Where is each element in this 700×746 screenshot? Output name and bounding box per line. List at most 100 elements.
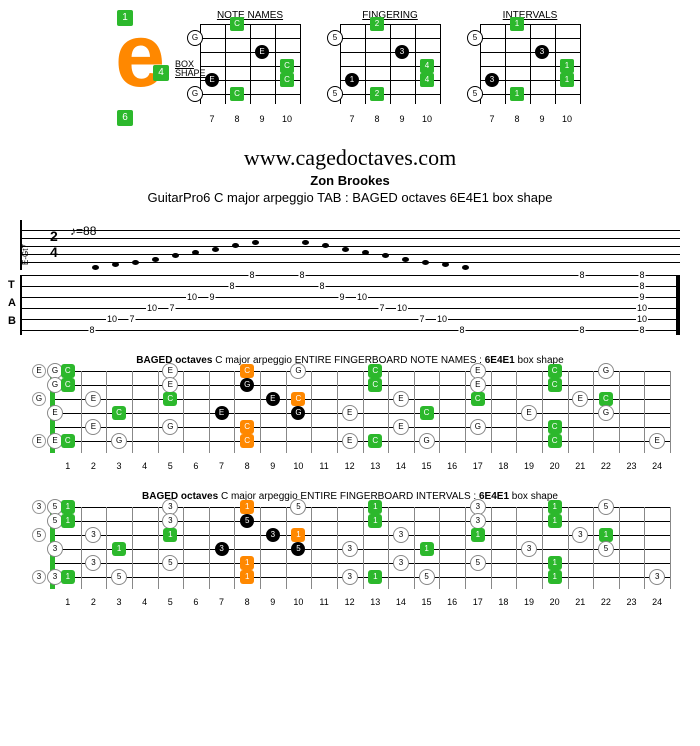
fb-note-dot: C bbox=[61, 378, 75, 392]
author: Zon Brookes bbox=[10, 173, 690, 188]
note bbox=[212, 247, 219, 252]
note-dot: C bbox=[230, 87, 244, 101]
string-label: G bbox=[32, 392, 46, 406]
note bbox=[342, 247, 349, 252]
tab-number: 10 bbox=[146, 303, 158, 313]
fret-number: 18 bbox=[498, 597, 508, 607]
fb-note-dot: 3 bbox=[470, 513, 486, 529]
fb-note-dot: C bbox=[420, 406, 434, 420]
tab-number: 8 bbox=[248, 270, 255, 280]
note-dot: 1 bbox=[560, 59, 574, 73]
fret-number: 9 bbox=[270, 461, 275, 471]
note-dot: 1 bbox=[510, 17, 524, 31]
note-dot: G bbox=[187, 86, 203, 102]
tab-number: 8 bbox=[578, 325, 585, 335]
fret-number: 12 bbox=[345, 461, 355, 471]
mini-title: FINGERING bbox=[325, 10, 455, 21]
note-dot: 1 bbox=[510, 87, 524, 101]
fb-note-dot: 1 bbox=[548, 500, 562, 514]
fret-number: 4 bbox=[142, 597, 147, 607]
fret-number: 13 bbox=[370, 461, 380, 471]
music-notation: E-Gt7 2 4 ♪=88 T A B 8107107109888891071… bbox=[20, 220, 680, 335]
fb-note-dot: C bbox=[163, 392, 177, 406]
fret-number: 11 bbox=[319, 597, 328, 607]
fret-number: 21 bbox=[575, 597, 585, 607]
fb-note-dot: E bbox=[470, 377, 486, 393]
fb-note-dot: 1 bbox=[61, 514, 75, 528]
tab-number: 10 bbox=[636, 314, 648, 324]
tab-number: 10 bbox=[106, 314, 118, 324]
fb-note-dot: 5 bbox=[162, 555, 178, 571]
fret-number: 17 bbox=[473, 461, 483, 471]
note-dot: 2 bbox=[370, 87, 384, 101]
note bbox=[172, 253, 179, 258]
fb-note-dot: 1 bbox=[368, 500, 382, 514]
fb-note-dot: 1 bbox=[471, 528, 485, 542]
fret-number: 14 bbox=[396, 461, 406, 471]
string-label: 3 bbox=[32, 500, 46, 514]
tab-number: 9 bbox=[638, 292, 645, 302]
tab-number: 8 bbox=[458, 325, 465, 335]
fret-number: 19 bbox=[524, 597, 534, 607]
fret-number: 20 bbox=[550, 461, 560, 471]
fb-note-dot: E bbox=[47, 405, 63, 421]
fb-note-dot: 3 bbox=[521, 541, 537, 557]
fb-note-dot: C bbox=[548, 434, 562, 448]
subtitle: GuitarPro6 C major arpeggio TAB : BAGED … bbox=[10, 190, 690, 205]
note bbox=[462, 265, 469, 270]
fb-note-dot: G bbox=[291, 406, 305, 420]
e-letter: e bbox=[115, 20, 165, 92]
fret-number: 16 bbox=[447, 461, 457, 471]
note bbox=[322, 243, 329, 248]
fb-note-dot: 1 bbox=[548, 556, 562, 570]
fb-note-dot: 1 bbox=[599, 528, 613, 542]
fb-note-dot: C bbox=[61, 364, 75, 378]
fb-note-dot: E bbox=[521, 405, 537, 421]
fb-note-dot: E bbox=[85, 419, 101, 435]
fb-note-dot: 3 bbox=[393, 555, 409, 571]
fret-number: 1 bbox=[65, 461, 70, 471]
fb-note-dot: 3 bbox=[266, 528, 280, 542]
fret-number: 6 bbox=[193, 597, 198, 607]
note-dot: G bbox=[187, 30, 203, 46]
mini-board: FINGERING7891025341452 bbox=[325, 10, 455, 124]
note bbox=[442, 262, 449, 267]
note-dot: 5 bbox=[327, 30, 343, 46]
fret-number: 16 bbox=[447, 597, 457, 607]
fret-number: 5 bbox=[168, 597, 173, 607]
fb-note-dot: C bbox=[240, 364, 254, 378]
fret-number: 12 bbox=[345, 597, 355, 607]
note-dot: E bbox=[205, 73, 219, 87]
note-dot: 2 bbox=[370, 17, 384, 31]
fret-label: 7 bbox=[489, 114, 494, 124]
fb-note-dot: E bbox=[162, 377, 178, 393]
fret-number: 13 bbox=[370, 597, 380, 607]
tab-number: 10 bbox=[436, 314, 448, 324]
fb-note-dot: 1 bbox=[61, 570, 75, 584]
fb-note-dot: 5 bbox=[291, 542, 305, 556]
fret-number: 10 bbox=[293, 461, 303, 471]
fb-note-dot: C bbox=[471, 392, 485, 406]
fb-note-dot: C bbox=[599, 392, 613, 406]
fb-note-dot: 5 bbox=[470, 555, 486, 571]
fret-number: 7 bbox=[219, 461, 224, 471]
fb-note-dot: 1 bbox=[240, 500, 254, 514]
fb-note-dot: 3 bbox=[649, 569, 665, 585]
fret-number: 4 bbox=[142, 461, 147, 471]
note-dot: E bbox=[255, 45, 269, 59]
fret-number: 2 bbox=[91, 461, 96, 471]
fb-note-dot: 1 bbox=[420, 542, 434, 556]
tab-number: 8 bbox=[228, 281, 235, 291]
fb-note-dot: 1 bbox=[548, 570, 562, 584]
tab-number: 8 bbox=[298, 270, 305, 280]
tab-number: 10 bbox=[186, 292, 198, 302]
fb-note-dot: E bbox=[572, 391, 588, 407]
note-dot: 5 bbox=[467, 86, 483, 102]
staff: 2 4 ♪=88 bbox=[20, 220, 680, 270]
fb-note-dot: G bbox=[598, 405, 614, 421]
mini-title: INTERVALS bbox=[465, 10, 595, 21]
fret-number: 18 bbox=[498, 461, 508, 471]
tab-number: 8 bbox=[578, 270, 585, 280]
fret-number: 20 bbox=[550, 597, 560, 607]
fb-note-dot: C bbox=[548, 364, 562, 378]
